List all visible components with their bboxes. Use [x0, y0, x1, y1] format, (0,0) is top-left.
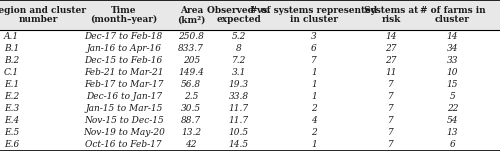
Text: number: number	[19, 15, 59, 24]
Text: 7: 7	[388, 128, 394, 137]
Text: E.3: E.3	[4, 104, 19, 113]
Bar	[0, 91, 500, 103]
Text: 14.5: 14.5	[228, 140, 249, 149]
Text: Feb-21 to Mar-21: Feb-21 to Mar-21	[84, 68, 164, 77]
Text: E.2: E.2	[4, 92, 19, 101]
Text: (km²): (km²)	[177, 15, 206, 24]
Text: E.4: E.4	[4, 116, 19, 125]
Text: 2: 2	[311, 128, 316, 137]
Text: 6: 6	[450, 140, 456, 149]
Bar	[0, 103, 500, 115]
Text: 14: 14	[447, 32, 458, 41]
Text: (month–year): (month–year)	[90, 15, 158, 24]
Text: 5.2: 5.2	[232, 32, 246, 41]
Bar	[0, 139, 500, 151]
Text: 1: 1	[311, 92, 316, 101]
Bar	[0, 66, 500, 79]
Text: Area: Area	[180, 6, 203, 15]
Text: Nov-15 to Dec-15: Nov-15 to Dec-15	[84, 116, 164, 125]
Text: Dec-16 to Jan-17: Dec-16 to Jan-17	[86, 92, 162, 101]
Text: 11.7: 11.7	[228, 104, 249, 113]
Text: 833.7: 833.7	[178, 44, 204, 53]
Text: Jan-16 to Apr-16: Jan-16 to Apr-16	[86, 44, 161, 53]
Text: 7: 7	[388, 80, 394, 89]
Text: 22: 22	[447, 104, 458, 113]
Text: 42: 42	[186, 140, 197, 149]
Text: 7: 7	[311, 56, 316, 65]
Text: Nov-19 to May-20: Nov-19 to May-20	[83, 128, 164, 137]
Text: 13: 13	[447, 128, 458, 137]
Text: 13.2: 13.2	[181, 128, 202, 137]
Text: 54: 54	[447, 116, 458, 125]
Text: 1: 1	[311, 68, 316, 77]
Text: E.1: E.1	[4, 80, 19, 89]
Text: in cluster: in cluster	[290, 15, 338, 24]
Bar	[0, 30, 500, 42]
Text: E.5: E.5	[4, 128, 19, 137]
Text: Time: Time	[111, 6, 136, 15]
Text: risk: risk	[382, 15, 401, 24]
Bar	[0, 115, 500, 127]
Text: Jan-15 to Mar-15: Jan-15 to Mar-15	[85, 104, 162, 113]
Text: 15: 15	[447, 80, 458, 89]
Text: 3.1: 3.1	[232, 68, 246, 77]
Text: 6: 6	[311, 44, 316, 53]
Bar	[0, 127, 500, 139]
Text: 7.2: 7.2	[232, 56, 246, 65]
Text: 19.3: 19.3	[228, 80, 249, 89]
Text: 4: 4	[311, 116, 316, 125]
Text: 149.4: 149.4	[178, 68, 204, 77]
Text: B.2: B.2	[4, 56, 19, 65]
Text: 10.5: 10.5	[228, 128, 249, 137]
Text: 10: 10	[447, 68, 458, 77]
Text: C.1: C.1	[4, 68, 19, 77]
Text: Systems at: Systems at	[364, 6, 418, 15]
Text: 3: 3	[311, 32, 316, 41]
Text: 5: 5	[450, 92, 456, 101]
Bar	[0, 79, 500, 91]
Text: # of systems represented: # of systems represented	[250, 6, 378, 15]
Text: 27: 27	[386, 44, 397, 53]
Text: 88.7: 88.7	[181, 116, 202, 125]
Text: 11: 11	[386, 68, 397, 77]
Text: Region and cluster: Region and cluster	[0, 6, 86, 15]
Text: 250.8: 250.8	[178, 32, 204, 41]
Text: 1: 1	[311, 80, 316, 89]
Text: expected: expected	[216, 15, 261, 24]
Text: 1: 1	[311, 140, 316, 149]
Text: Dec-15 to Feb-16: Dec-15 to Feb-16	[84, 56, 163, 65]
Text: 7: 7	[388, 104, 394, 113]
Text: E.6: E.6	[4, 140, 19, 149]
Text: 14: 14	[386, 32, 397, 41]
Text: B.1: B.1	[4, 44, 19, 53]
Text: 11.7: 11.7	[228, 116, 249, 125]
Text: Observed vs.: Observed vs.	[207, 6, 270, 15]
Text: 7: 7	[388, 92, 394, 101]
Text: 33: 33	[447, 56, 458, 65]
Text: A.1: A.1	[4, 32, 19, 41]
Bar	[0, 0, 500, 30]
Text: 33.8: 33.8	[228, 92, 249, 101]
Text: Oct-16 to Feb-17: Oct-16 to Feb-17	[86, 140, 162, 149]
Text: 8: 8	[236, 44, 242, 53]
Text: Dec-17 to Feb-18: Dec-17 to Feb-18	[84, 32, 163, 41]
Text: 30.5: 30.5	[181, 104, 202, 113]
Text: 2: 2	[311, 104, 316, 113]
Text: 205: 205	[182, 56, 200, 65]
Text: cluster: cluster	[435, 15, 470, 24]
Text: 56.8: 56.8	[181, 80, 202, 89]
Bar	[0, 54, 500, 66]
Text: Feb-17 to Mar-17: Feb-17 to Mar-17	[84, 80, 164, 89]
Text: 27: 27	[386, 56, 397, 65]
Text: 7: 7	[388, 140, 394, 149]
Text: 7: 7	[388, 116, 394, 125]
Text: 34: 34	[447, 44, 458, 53]
Bar	[0, 42, 500, 54]
Text: # of farms in: # of farms in	[420, 6, 486, 15]
Text: 2.5: 2.5	[184, 92, 198, 101]
